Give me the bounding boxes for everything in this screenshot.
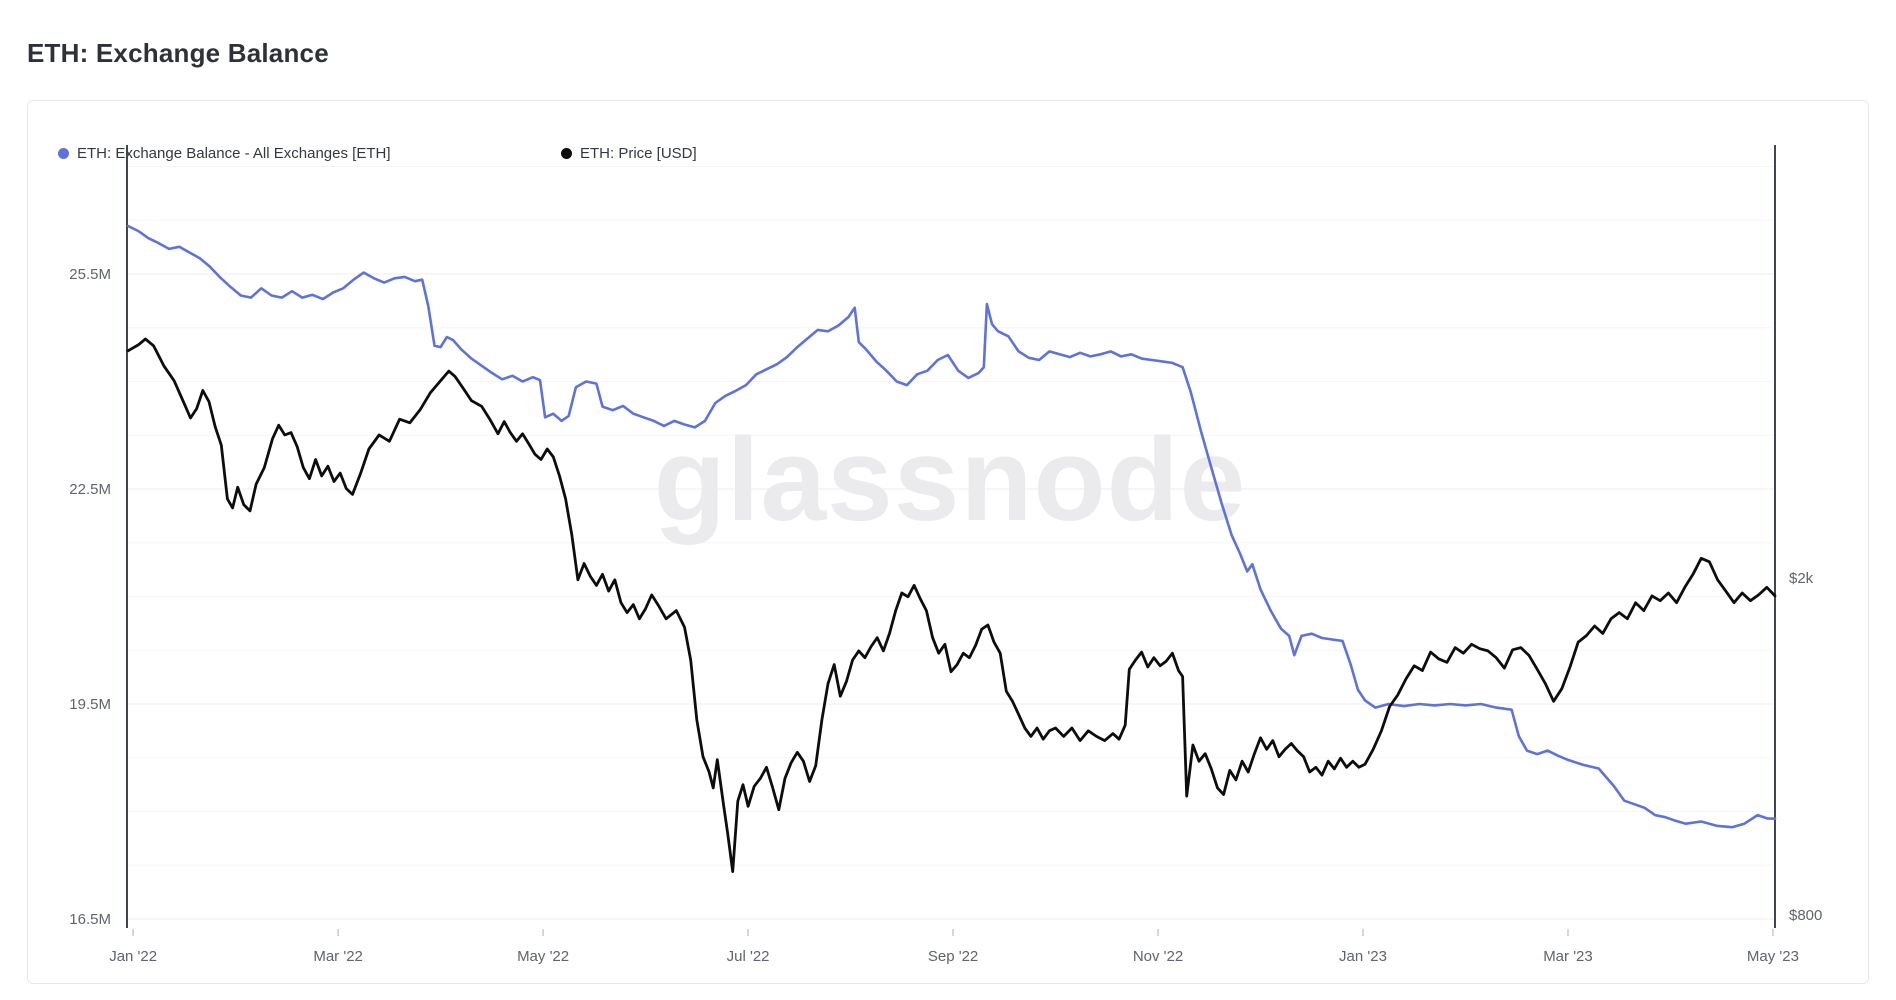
legend-item-price[interactable]: ETH: Price [USD] [561, 145, 697, 162]
y-left-tick-label: 22.5M [69, 481, 111, 498]
series-line-exchange-balance[interactable] [126, 224, 1777, 829]
y-left-tick-label: 19.5M [69, 696, 111, 713]
legend-dot-price-icon [561, 148, 572, 159]
x-tick-label: May '22 [517, 948, 569, 965]
y-left-tick-label: 16.5M [69, 911, 111, 928]
x-tick-label: Mar '22 [313, 948, 363, 965]
legend-dot-exchange-balance-icon [58, 148, 69, 159]
x-tick-label: Nov '22 [1133, 948, 1183, 965]
glassnode-watermark: glassnode [654, 414, 1247, 546]
y-left-tick-label: 25.5M [69, 266, 111, 283]
series-line-price[interactable] [126, 337, 1777, 873]
x-tick-label: Mar '23 [1543, 948, 1593, 965]
x-tick-label: Sep '22 [928, 948, 978, 965]
x-tick-label: Jan '22 [109, 948, 157, 965]
x-tick-label: May '23 [1747, 948, 1799, 965]
y-right-tick-label: $2k [1789, 570, 1814, 587]
chart-canvas[interactable]: glassnode Jan '22 Mar '22 May '22 Jul '22 Sep… [28, 101, 1868, 983]
legend-item-exchange-balance[interactable]: ETH: Exchange Balance - All Exchanges [E… [58, 145, 390, 162]
legend-label-exchange-balance: ETH: Exchange Balance - All Exchanges [E… [77, 145, 391, 162]
legend-label-price: ETH: Price [USD] [580, 145, 697, 162]
page-title: ETH: Exchange Balance [27, 38, 329, 68]
y-right-tick-label: $800 [1789, 907, 1822, 924]
chart-card: ETH: Exchange Balance - All Exchanges [E… [27, 100, 1869, 984]
x-tick-label: Jul '22 [727, 948, 770, 965]
x-tick-label: Jan '23 [1339, 948, 1387, 965]
